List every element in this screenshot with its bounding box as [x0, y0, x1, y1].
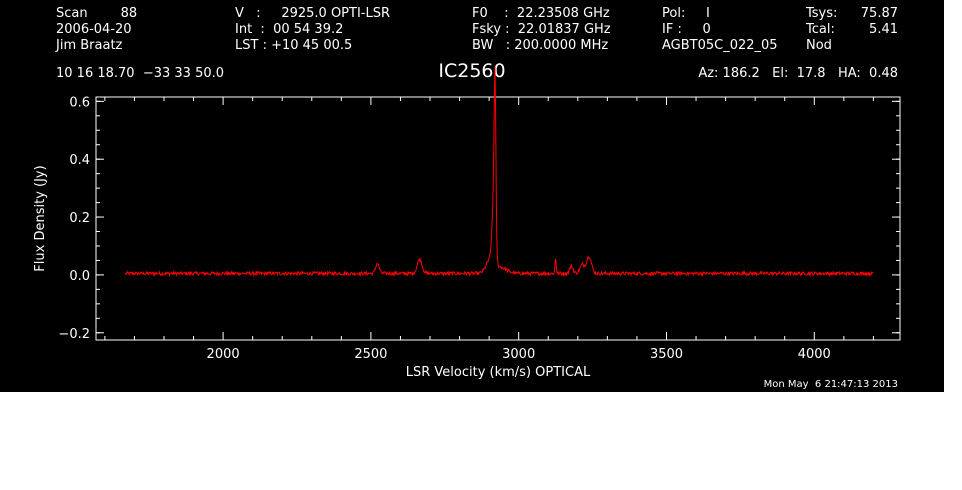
spectrum-chart: 2000 2500 3000 3500 4000 −0.2 0.0 0.2 0.4 0.6 LS…: [33, 66, 901, 380]
y-axis-label: Flux Density (Jy): [33, 165, 48, 271]
y-tick-label: 0.6: [69, 95, 90, 110]
x-tick-label: 2000: [207, 347, 240, 362]
if-label: IF : 0: [662, 22, 711, 37]
x-ticks: 2000 2500 3000 3500 4000: [104, 97, 874, 362]
pol-label: Pol: I: [662, 6, 710, 21]
y-tick-label: 0.2: [69, 211, 90, 226]
nod-label: Nod: [806, 38, 832, 53]
series-line: [125, 66, 874, 278]
observer-label: Jim Braatz: [56, 38, 123, 53]
azelha-label: Az: 186.2 El: 17.8 HA: 0.48: [698, 66, 898, 81]
bw-label: BW : 200.0000 MHz: [472, 38, 609, 53]
scan-label: Scan 88: [56, 6, 138, 21]
y-tick-label: 0.4: [69, 153, 90, 168]
y-tick-label: −0.2: [58, 327, 90, 342]
axes-frame: [95, 96, 901, 341]
tcal-value: 5.41: [869, 22, 898, 37]
fsky-label: Fsky : 22.01837 GHz: [472, 22, 611, 37]
x-axis-label: LSR Velocity (km/s) OPTICAL: [406, 365, 591, 380]
plot-title: IC2560: [438, 60, 506, 82]
x-tick-label: 3500: [650, 347, 683, 362]
date-label: 2006-04-20: [56, 22, 132, 37]
timestamp: Mon May 6 21:47:13 2013: [763, 379, 898, 390]
tcal-label: Tcal:: [806, 22, 835, 37]
x-tick-label: 3000: [502, 347, 535, 362]
y-tick-label: 0.0: [69, 269, 90, 284]
y-ticks: −0.2 0.0 0.2 0.4 0.6: [58, 95, 900, 342]
f0-label: F0 : 22.23508 GHz: [472, 6, 610, 21]
tsys-value: 75.87: [860, 6, 898, 21]
plot-panel: Scan 88 2006-04-20 Jim Braatz V : 2925.0…: [0, 0, 944, 392]
x-tick-label: 4000: [798, 347, 831, 362]
x-tick-label: 2500: [354, 347, 387, 362]
integration-label: Int : 00 54 39.2: [235, 22, 344, 37]
tsys-label: Tsys:: [806, 6, 838, 21]
lst-label: LST : +10 45 00.5: [235, 38, 353, 53]
coords-label: 10 16 18.70 −33 33 50.0: [56, 66, 225, 81]
project-label: AGBT05C_022_05: [662, 38, 778, 53]
velocity-label: V : 2925.0 OPTI-LSR: [235, 6, 391, 21]
